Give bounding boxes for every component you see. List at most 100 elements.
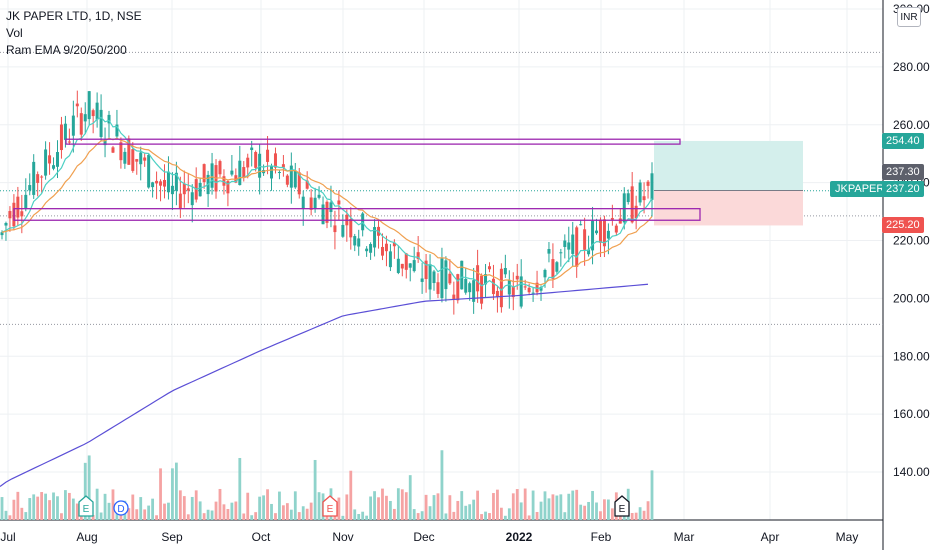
candle-body bbox=[392, 242, 396, 247]
candle-body bbox=[115, 124, 119, 137]
currency-button[interactable]: INR bbox=[897, 7, 921, 27]
candle-body bbox=[143, 157, 147, 161]
candle-body bbox=[210, 163, 214, 188]
candle-body bbox=[416, 252, 420, 259]
candle-body bbox=[408, 263, 412, 268]
volume-bar bbox=[392, 508, 396, 520]
candle-body bbox=[270, 165, 274, 179]
candle-body bbox=[468, 283, 472, 293]
volume-bar bbox=[143, 509, 147, 520]
candle-body bbox=[4, 222, 8, 226]
y-tick-label: 180.00 bbox=[893, 349, 930, 363]
x-tick-label: Nov bbox=[332, 530, 353, 544]
candle-body bbox=[131, 149, 135, 171]
candle-body bbox=[591, 220, 595, 251]
volume-bar bbox=[313, 459, 317, 520]
candle-body bbox=[139, 152, 143, 165]
volume-bar bbox=[646, 501, 650, 520]
volume-bar bbox=[412, 509, 416, 520]
candle-body bbox=[539, 287, 543, 291]
volume-bar bbox=[535, 511, 539, 520]
candle-body bbox=[95, 102, 99, 120]
candle-body bbox=[305, 180, 309, 189]
volume-bar bbox=[131, 494, 135, 520]
candle-body bbox=[0, 232, 4, 236]
volume-bar bbox=[171, 468, 174, 520]
candle-body bbox=[511, 286, 515, 298]
event-marker[interactable]: D bbox=[113, 500, 129, 516]
candle-body bbox=[353, 236, 357, 246]
volume-bar bbox=[297, 512, 301, 520]
volume-bar bbox=[420, 511, 424, 520]
volume-bar bbox=[64, 490, 67, 520]
event-marker[interactable]: E bbox=[322, 495, 338, 517]
volume-bar bbox=[361, 511, 365, 520]
entry-price-tag: 237.30 bbox=[882, 164, 924, 180]
y-tick-label: 260.00 bbox=[893, 118, 930, 132]
event-marker[interactable]: E bbox=[614, 495, 630, 517]
candle-body bbox=[579, 224, 583, 226]
volume-bar bbox=[151, 498, 155, 520]
candle-body bbox=[369, 244, 373, 253]
profit-zone bbox=[654, 140, 803, 191]
candle-body bbox=[630, 186, 634, 223]
candle-body bbox=[567, 242, 571, 250]
candle-body bbox=[373, 227, 377, 248]
volume-bar bbox=[190, 496, 194, 520]
candle-body bbox=[230, 170, 234, 175]
candle-body bbox=[606, 230, 610, 239]
volume-bar bbox=[428, 506, 432, 520]
candle-body bbox=[151, 182, 155, 188]
candle-body bbox=[190, 192, 194, 206]
volume-bar bbox=[515, 489, 519, 520]
candle-body bbox=[52, 165, 56, 169]
volume-bar bbox=[503, 515, 507, 520]
candle-body bbox=[281, 164, 285, 168]
candle-body bbox=[313, 197, 317, 210]
candle-body bbox=[444, 260, 448, 290]
stop-price-tag: 225.20 bbox=[882, 217, 924, 233]
candle-body bbox=[424, 260, 428, 280]
candle-body bbox=[329, 202, 333, 213]
svg-text:E: E bbox=[83, 504, 90, 515]
volume-bar bbox=[230, 502, 234, 520]
candle-body bbox=[277, 172, 281, 174]
candle-body bbox=[563, 240, 567, 247]
volume-bar bbox=[262, 495, 265, 520]
x-tick-label: Dec bbox=[413, 530, 434, 544]
candle-body bbox=[495, 290, 499, 297]
x-tick-label: Aug bbox=[76, 530, 97, 544]
current-price-tag: 237.20 bbox=[882, 181, 924, 197]
legend-ema: Ram EMA 9/20/50/200 bbox=[6, 43, 127, 57]
volume-bar bbox=[567, 493, 571, 520]
volume-bar bbox=[488, 513, 491, 520]
event-marker[interactable]: E bbox=[78, 495, 94, 517]
volume-bar bbox=[527, 515, 531, 520]
volume-bar bbox=[163, 503, 166, 520]
candle-body bbox=[543, 269, 547, 278]
volume-bar bbox=[83, 462, 87, 520]
candle-body bbox=[595, 230, 599, 234]
volume-bar bbox=[638, 507, 642, 520]
volume-bar bbox=[8, 515, 12, 520]
candle-body bbox=[420, 278, 424, 282]
candle-body bbox=[650, 173, 654, 200]
volume-bar bbox=[44, 493, 47, 520]
candle-body bbox=[301, 196, 305, 209]
candle-body bbox=[503, 267, 507, 275]
candle-body bbox=[380, 246, 384, 256]
candle-body bbox=[404, 253, 408, 270]
candle-body bbox=[384, 243, 388, 252]
chart-legend: JK PAPER LTD, 1D, NSE Vol Ram EMA 9/20/5… bbox=[6, 8, 142, 59]
x-tick-label: Feb bbox=[591, 530, 612, 544]
volume-bar bbox=[115, 513, 119, 520]
candle-body bbox=[238, 160, 242, 186]
volume-bar bbox=[317, 492, 321, 520]
volume-bar bbox=[595, 502, 598, 520]
candle-body bbox=[83, 114, 87, 122]
candle-body bbox=[147, 154, 151, 188]
y-tick-label: 200.00 bbox=[893, 291, 930, 305]
candle-body bbox=[523, 286, 527, 288]
volume-bar bbox=[408, 475, 412, 520]
